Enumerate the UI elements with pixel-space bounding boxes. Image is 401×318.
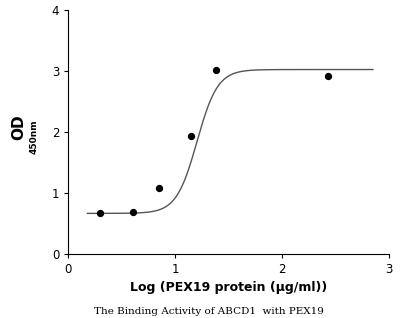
Text: 450nm: 450nm <box>30 120 39 154</box>
Point <box>97 210 103 215</box>
X-axis label: Log (PEX19 protein (μg/ml)): Log (PEX19 protein (μg/ml)) <box>130 280 327 294</box>
Text: The Binding Activity of ABCD1  with PEX19: The Binding Activity of ABCD1 with PEX19 <box>93 308 324 316</box>
Text: OD: OD <box>11 114 26 140</box>
Point <box>213 67 219 72</box>
Point <box>130 209 136 214</box>
Point <box>325 74 331 79</box>
Point <box>155 186 162 191</box>
Point <box>188 134 194 139</box>
